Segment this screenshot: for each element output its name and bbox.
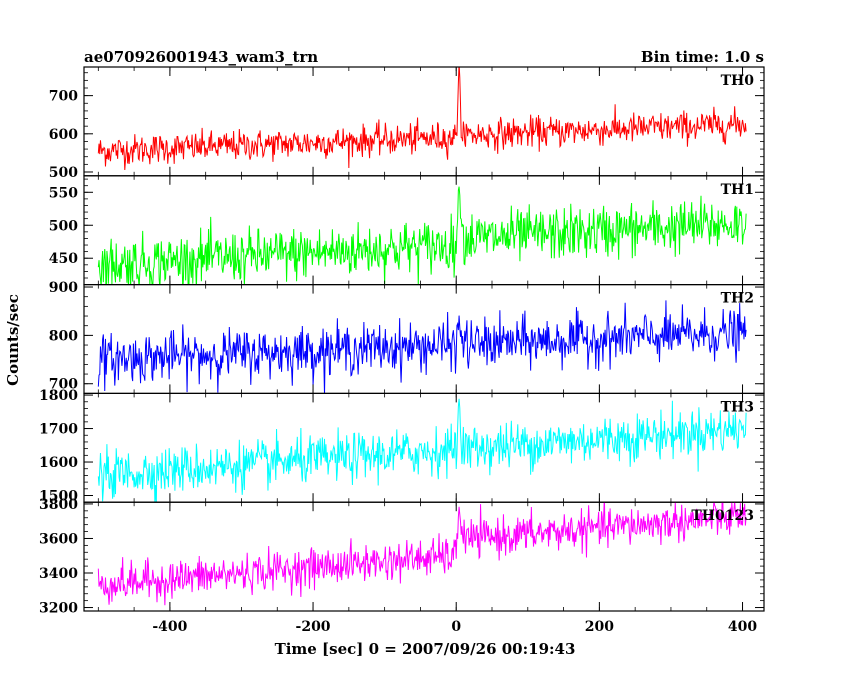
series-line-th0 [97, 67, 747, 171]
y-tick-label: 500 [49, 165, 78, 181]
series-line-th1 [97, 186, 747, 285]
y-tick-label: 550 [49, 185, 78, 201]
y-tick-label: 500 [49, 218, 78, 234]
panels-group: 500 600 700 TH0 450 500 550 TH1 700 800 900 TH2 1500… [39, 66, 765, 617]
y-tick-label: 900 [49, 280, 78, 296]
bin-time-label: Bin time: 1.0 s [641, 48, 764, 66]
y-tick-label: 3800 [39, 497, 78, 513]
y-tick-label: 3400 [39, 566, 78, 582]
y-axis-label: Counts/sec [4, 294, 22, 386]
y-tick-label: 1600 [39, 455, 78, 471]
y-tick-label: 3600 [39, 531, 78, 547]
y-tick-label: 1700 [39, 422, 78, 438]
panel-label: TH0123 [691, 508, 754, 524]
panel-frame [83, 501, 765, 612]
y-tick-label: 1500 [39, 489, 78, 505]
x-axis-label: Time [sec] 0 = 2007/09/26 00:19:43 [275, 640, 576, 658]
x-tick-label: 0 [451, 619, 461, 635]
x-tick-label: -400 [152, 619, 187, 635]
y-tick-label: 700 [49, 89, 78, 105]
series-line-th3 [97, 398, 747, 503]
x-tick-label: -200 [296, 619, 331, 635]
y-tick-label: 3200 [39, 601, 78, 617]
panel-label: TH3 [721, 399, 754, 415]
chart-title: ae070926001943_wam3_trn [84, 48, 318, 66]
y-tick-label: 1800 [39, 388, 78, 404]
panel-th2: 700 800 900 TH2 [49, 280, 765, 395]
y-tick-label: 600 [49, 127, 78, 143]
panel-th0: 500 600 700 TH0 [49, 66, 765, 181]
panel-frame [83, 284, 765, 395]
y-tick-label: 700 [49, 377, 78, 393]
panel-th1: 450 500 550 TH1 [49, 175, 765, 286]
panel-label: TH1 [721, 182, 754, 198]
y-tick-label: 800 [49, 328, 78, 344]
panel-th0123: 3200 3400 3600 3800 TH0123 [39, 497, 765, 617]
panel-frame [83, 66, 765, 177]
panel-label: TH0 [721, 73, 755, 89]
series-line-th2 [97, 300, 747, 394]
panel-label: TH2 [721, 291, 754, 307]
panel-th3: 1500 1600 1700 1800 TH3 [39, 388, 765, 505]
x-axis: -400 -200 0 200 400 [152, 619, 757, 635]
x-tick-label: 400 [728, 619, 757, 635]
series-line-th0123 [97, 502, 747, 606]
y-tick-label: 450 [49, 251, 78, 267]
x-tick-label: 200 [585, 619, 614, 635]
